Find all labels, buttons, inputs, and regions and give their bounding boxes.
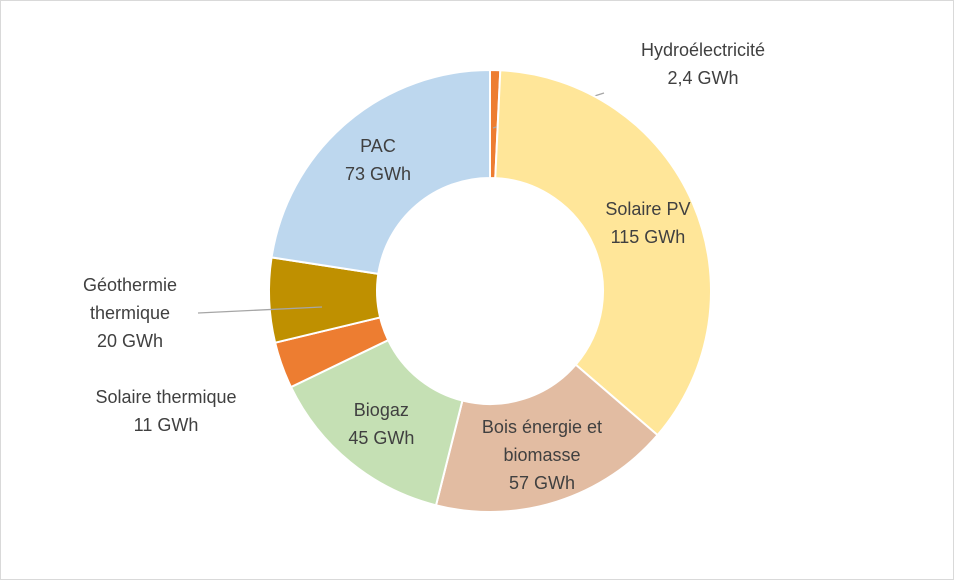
data-label: Bois énergie et biomasse 57 GWh — [467, 413, 617, 497]
donut-slice — [494, 69, 712, 437]
data-label: PAC 73 GWh — [303, 132, 453, 188]
data-label: Solaire PV 115 GWh — [573, 195, 723, 251]
category-label: Géothermie thermique — [82, 275, 178, 323]
data-label: Solaire thermique 11 GWh — [66, 383, 266, 439]
category-label: Biogaz — [353, 400, 409, 421]
leader-line — [197, 306, 323, 314]
donut-slice — [434, 363, 659, 513]
value-label: 115 GWh — [610, 226, 686, 247]
value-label: 20 GWh — [96, 331, 164, 351]
value-label: 45 GWh — [348, 428, 415, 449]
donut-slice — [270, 68, 491, 275]
category-label: Hydroélectricité — [640, 40, 766, 60]
value-label: 2,4 GWh — [667, 68, 739, 88]
data-label: Biogaz 45 GWh — [306, 396, 456, 452]
value-label: 11 GWh — [133, 415, 199, 435]
category-label: Bois énergie et biomasse — [481, 416, 602, 465]
data-label: Géothermie thermique 20 GWh — [70, 271, 190, 355]
value-label: 73 GWh — [344, 164, 411, 185]
category-label: Solaire thermique — [95, 387, 237, 407]
category-label: PAC — [360, 136, 396, 157]
data-label: Hydroélectricité 2,4 GWh — [618, 36, 788, 92]
category-label: Solaire PV — [605, 198, 691, 219]
value-label: 57 GWh — [508, 472, 575, 493]
